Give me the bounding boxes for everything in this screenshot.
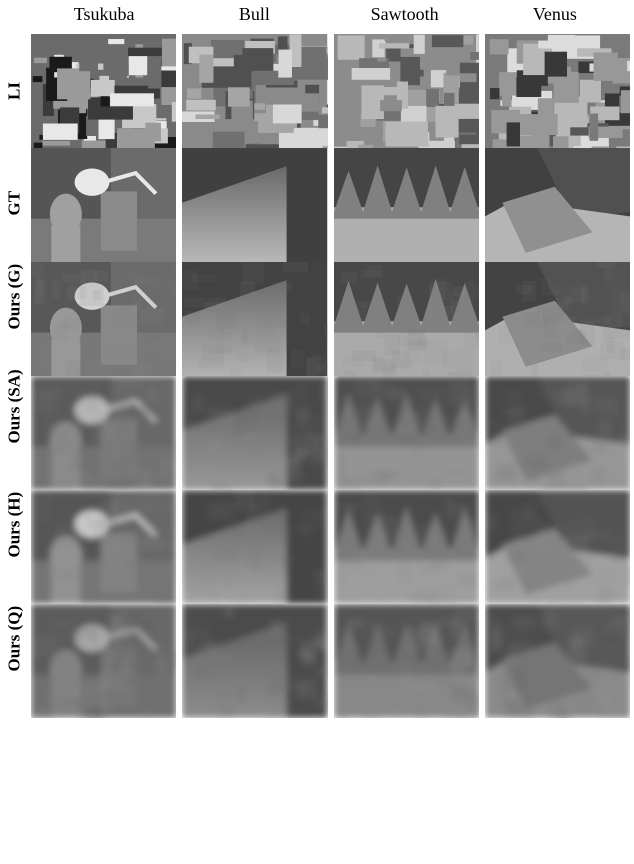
cell-1-2 xyxy=(334,148,479,262)
image-row-0 xyxy=(31,34,630,148)
cell-1-0 xyxy=(31,148,176,262)
cell-0-3 xyxy=(485,34,630,148)
col-header-3: Venus xyxy=(480,4,630,28)
image-row-4 xyxy=(31,490,630,604)
data-row-1: GT xyxy=(4,148,630,262)
cell-0-0 xyxy=(31,34,176,148)
cell-3-2 xyxy=(334,376,479,490)
image-row-2 xyxy=(31,262,630,376)
row-label-0: LI xyxy=(5,81,25,102)
col-header-1: Bull xyxy=(179,4,329,28)
image-row-3 xyxy=(31,376,630,490)
cell-2-0 xyxy=(31,262,176,376)
data-row-5: Ours (Q) xyxy=(4,604,630,718)
cell-2-1 xyxy=(182,262,327,376)
cell-2-3 xyxy=(485,262,630,376)
data-row-2: Ours (G) xyxy=(4,262,630,376)
data-row-3: Ours (SA) xyxy=(4,376,630,490)
column-headers-row: Tsukuba Bull Sawtooth Venus xyxy=(4,4,630,28)
row-label-3: Ours (SA) xyxy=(5,423,25,444)
cell-5-2 xyxy=(334,604,479,718)
cell-4-1 xyxy=(182,490,327,604)
data-row-4: Ours (H) xyxy=(4,490,630,604)
cell-0-1 xyxy=(182,34,327,148)
data-row-0: LI xyxy=(4,34,630,148)
cell-5-1 xyxy=(182,604,327,718)
cell-2-2 xyxy=(334,262,479,376)
cell-1-3 xyxy=(485,148,630,262)
figure-grid: Tsukuba Bull Sawtooth Venus LI GT Ours (G)… xyxy=(4,4,630,718)
image-row-1 xyxy=(31,148,630,262)
cell-3-3 xyxy=(485,376,630,490)
cell-3-1 xyxy=(182,376,327,490)
row-label-5: Ours (Q) xyxy=(5,651,25,672)
cell-5-3 xyxy=(485,604,630,718)
cell-1-1 xyxy=(182,148,327,262)
cell-4-0 xyxy=(31,490,176,604)
cell-4-3 xyxy=(485,490,630,604)
col-header-0: Tsukuba xyxy=(29,4,179,28)
row-label-2: Ours (G) xyxy=(5,309,25,330)
col-header-2: Sawtooth xyxy=(330,4,480,28)
cell-0-2 xyxy=(334,34,479,148)
cell-4-2 xyxy=(334,490,479,604)
row-label-1: GT xyxy=(5,195,25,216)
row-label-4: Ours (H) xyxy=(5,537,25,558)
image-row-5 xyxy=(31,604,630,718)
cell-5-0 xyxy=(31,604,176,718)
cell-3-0 xyxy=(31,376,176,490)
